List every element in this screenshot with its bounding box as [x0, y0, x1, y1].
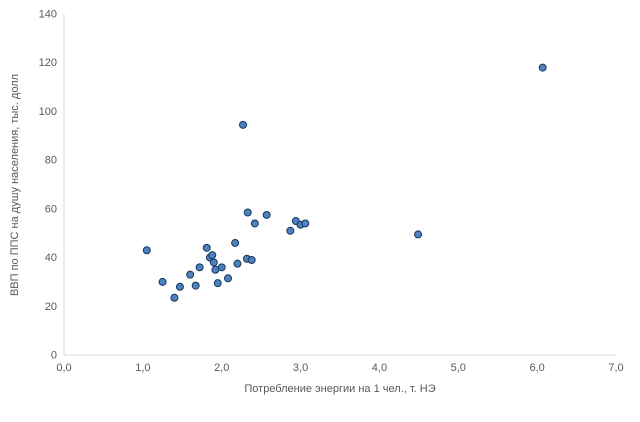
y-tick-label: 120 [39, 57, 57, 69]
x-tick-label: 1,0 [135, 362, 150, 374]
x-tick-label: 2,0 [214, 362, 229, 374]
x-axis-title: Потребление энергии на 1 чел., т. НЭ [244, 383, 435, 395]
data-point [247, 256, 256, 265]
data-point [231, 238, 240, 247]
data-point [158, 277, 167, 286]
data-point [243, 208, 252, 217]
data-point [170, 293, 179, 302]
x-tick-label: 5,0 [451, 362, 466, 374]
data-point [191, 281, 200, 290]
data-point [301, 219, 310, 228]
data-point [250, 219, 259, 228]
y-axis-title: ВВП по ППС на душу населения, тыс. долл [9, 74, 21, 296]
data-point [224, 274, 233, 283]
data-point [208, 251, 217, 260]
data-point [262, 210, 271, 219]
y-tick-label: 60 [45, 203, 57, 215]
data-points [142, 63, 547, 302]
y-tick-label: 40 [45, 252, 57, 264]
data-point [239, 120, 248, 129]
x-tick-label: 4,0 [372, 362, 387, 374]
data-point [186, 270, 195, 279]
data-point [175, 282, 184, 291]
data-point [142, 246, 151, 255]
data-point [213, 279, 222, 288]
y-tick-label: 80 [45, 155, 57, 167]
data-point [195, 263, 204, 272]
data-point [414, 230, 423, 239]
x-tick-label: 3,0 [293, 362, 308, 374]
axes [63, 14, 616, 356]
x-tick-label: 7,0 [608, 362, 623, 374]
y-tick-label: 140 [39, 9, 57, 21]
x-tick-label: 0,0 [56, 362, 71, 374]
data-point [217, 263, 226, 272]
tick-labels: 0 20 40 60 80 100 120 140 0,0 1,0 2,0 3,0 4,0 5,0 6,0 7… [39, 9, 624, 375]
data-point [286, 226, 295, 235]
data-point [202, 243, 211, 252]
data-point [538, 63, 547, 72]
data-point [209, 258, 218, 267]
y-tick-label: 20 [45, 301, 57, 313]
data-point [233, 259, 242, 268]
y-tick-label: 0 [51, 350, 57, 362]
y-tick-label: 100 [39, 106, 57, 118]
x-tick-label: 6,0 [529, 362, 544, 374]
